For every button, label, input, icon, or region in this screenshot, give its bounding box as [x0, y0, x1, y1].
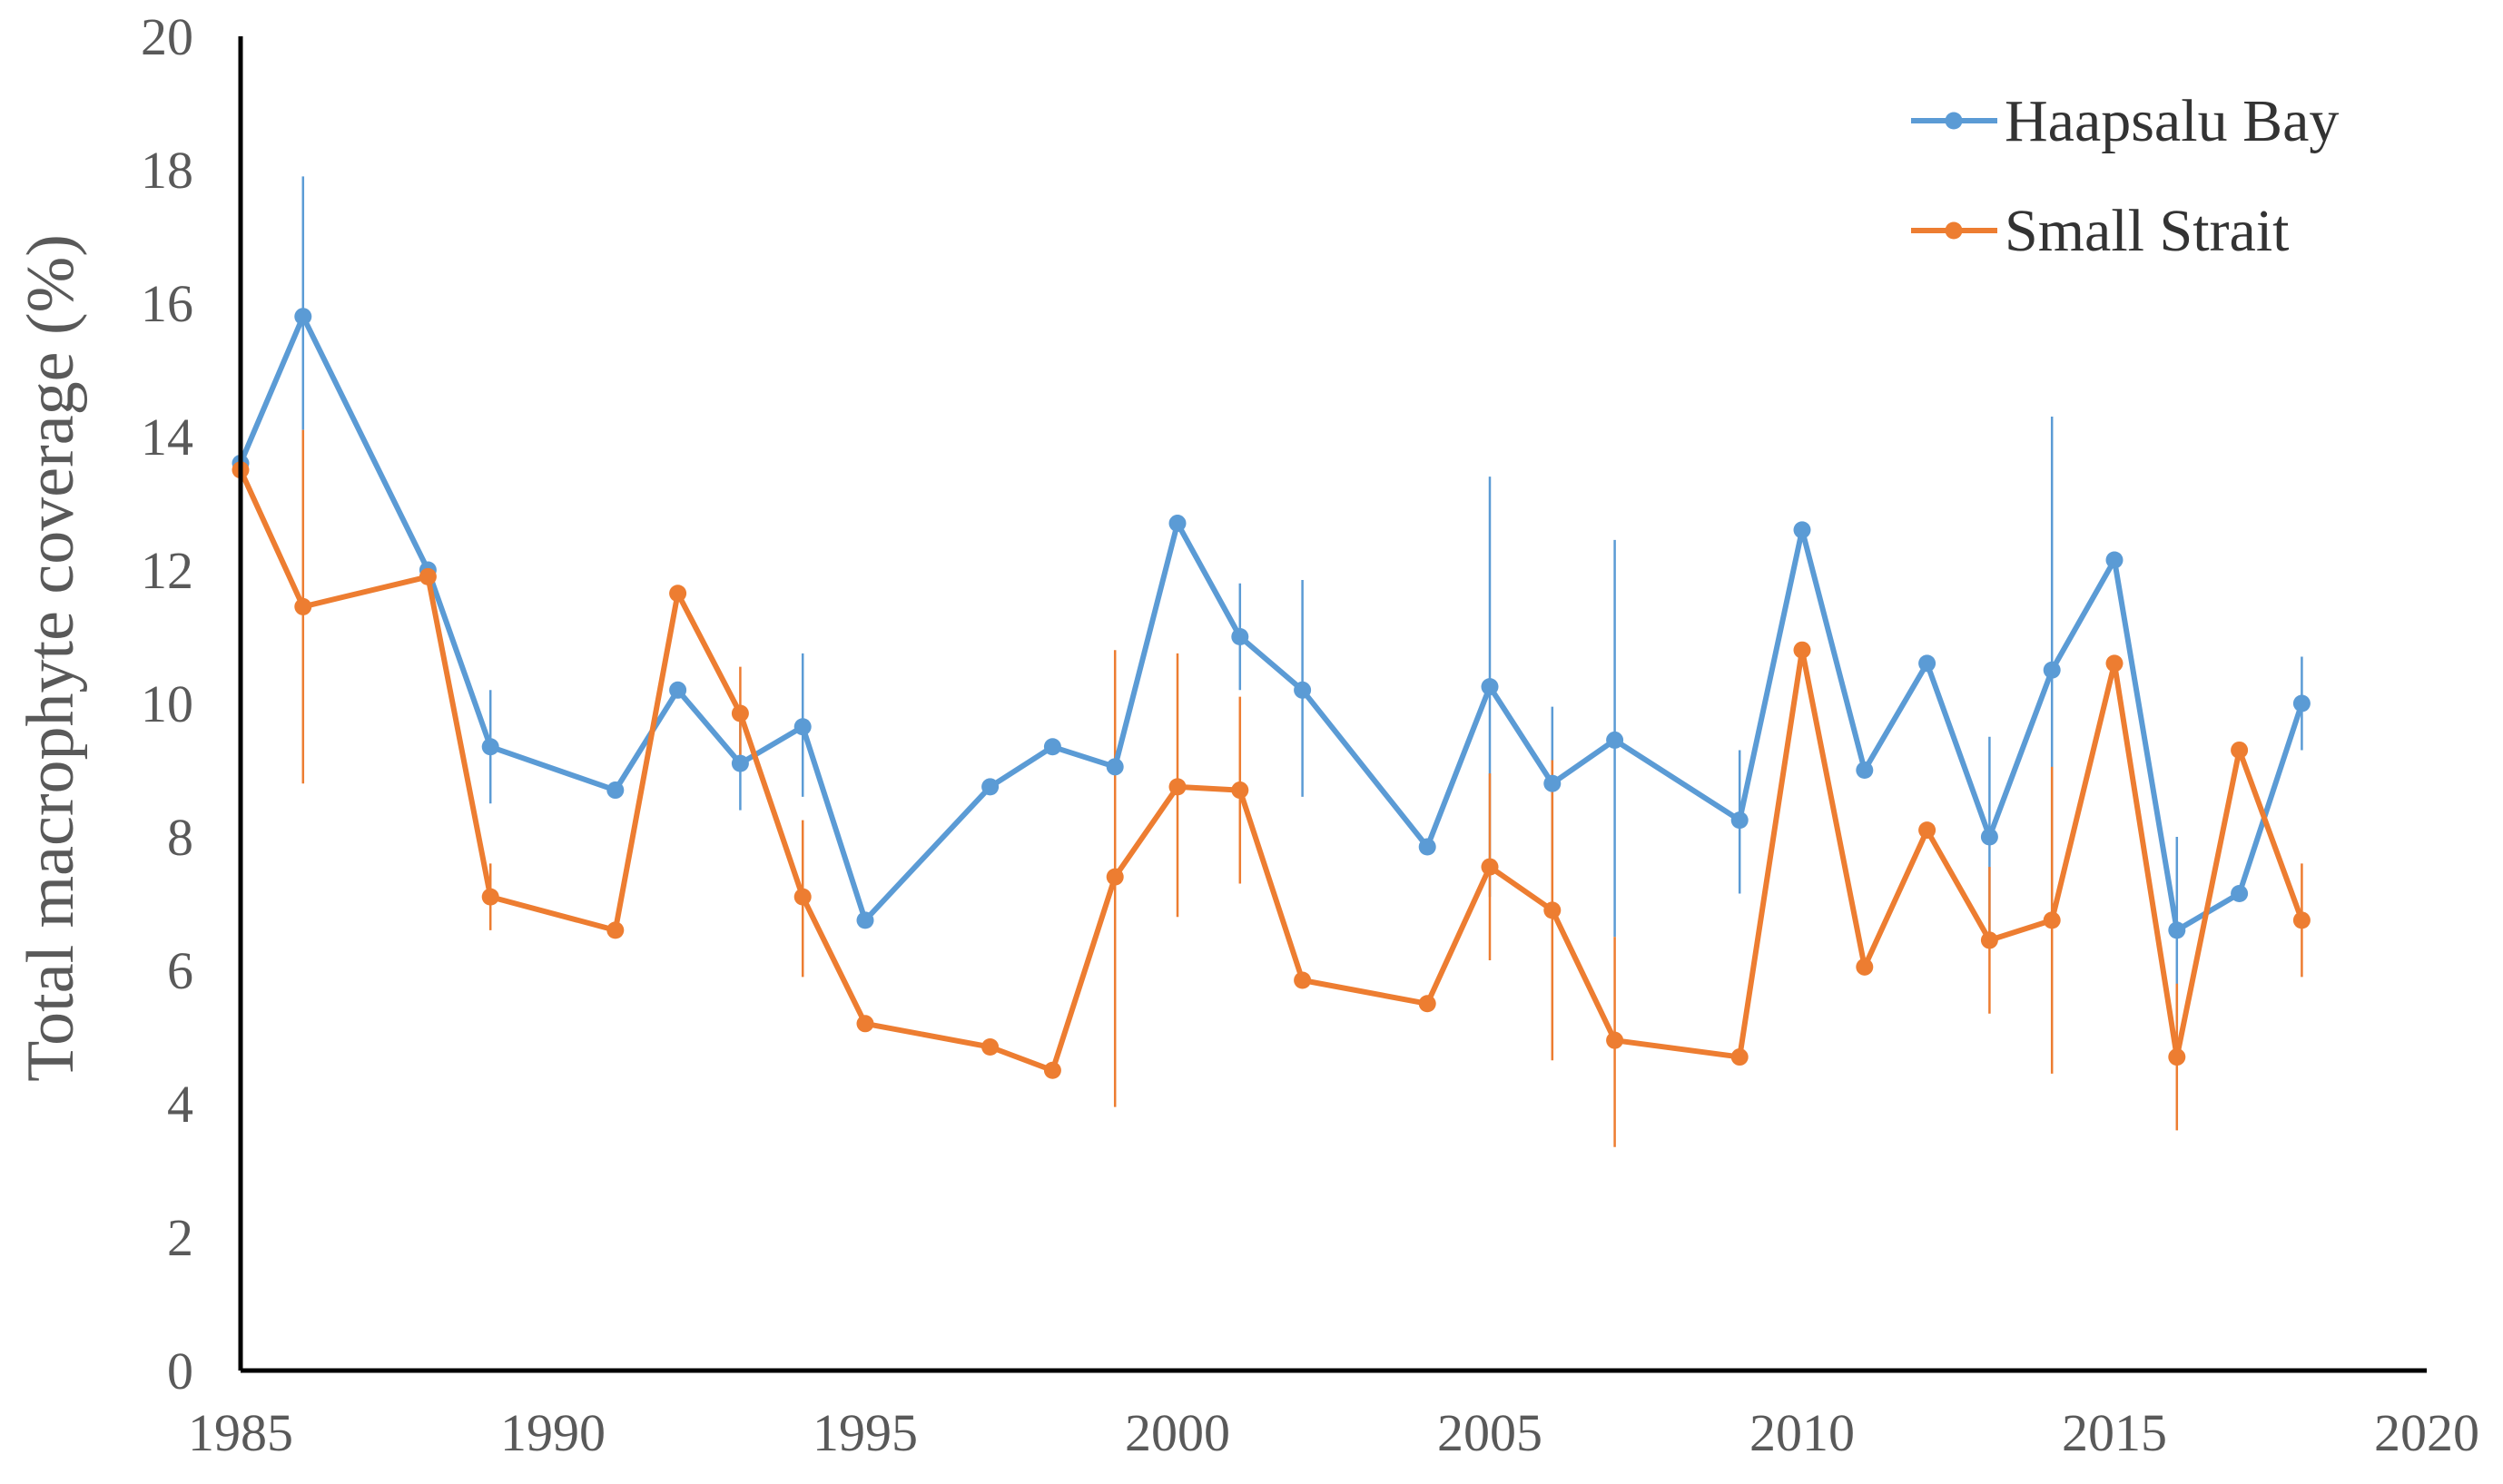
y-tick-label: 20 — [141, 7, 193, 66]
y-tick-label: 10 — [141, 674, 193, 733]
x-tick-label: 2020 — [2374, 1403, 2479, 1462]
haapsalu-bay-point — [1980, 828, 1998, 846]
axes — [238, 36, 2427, 1373]
y-tick-label: 6 — [167, 941, 193, 1000]
x-tick-label: 1990 — [500, 1403, 606, 1462]
small-strait-point — [294, 597, 312, 615]
error-bars — [301, 176, 2303, 1147]
small-strait-legend-label: Small Strait — [2005, 198, 2290, 264]
small-strait-point — [1481, 858, 1499, 876]
haapsalu-bay-point — [294, 308, 312, 326]
haapsalu-bay-point — [1231, 628, 1249, 645]
small-strait-point — [669, 585, 687, 603]
haapsalu-bay-point — [1730, 811, 1749, 830]
small-strait-point — [2043, 911, 2061, 929]
small-strait-point — [1231, 781, 1249, 800]
haapsalu-bay-point — [793, 718, 812, 736]
x-tick-label: 1985 — [188, 1403, 293, 1462]
small-strait-point — [1168, 778, 1187, 796]
small-strait-point — [981, 1038, 1000, 1056]
y-tick-labels: 0 2 4 6 8 10 12 14 16 18 20 — [141, 7, 193, 1400]
x-tick-label: 2010 — [1749, 1403, 1855, 1462]
haapsalu-bay-point — [2168, 921, 2186, 939]
haapsalu-bay-point — [2043, 661, 2061, 679]
haapsalu-bay-point — [1106, 758, 1124, 776]
haapsalu-bay-point — [1481, 678, 1499, 696]
small-strait-point — [2168, 1048, 2186, 1066]
y-tick-label: 4 — [167, 1075, 193, 1134]
y-tick-label: 2 — [167, 1208, 193, 1267]
small-strait-point — [1294, 971, 1312, 989]
small-strait-point — [1980, 931, 1998, 949]
x-tick-label: 2000 — [1125, 1403, 1230, 1462]
x-tick-label: 2005 — [1437, 1403, 1542, 1462]
y-tick-label: 14 — [141, 408, 193, 467]
small-strait-point — [731, 704, 749, 722]
x-tick-label: 1995 — [813, 1403, 918, 1462]
haapsalu-bay-point — [731, 754, 749, 772]
haapsalu-bay-point — [669, 681, 687, 699]
haapsalu-bay-legend-marker — [1945, 112, 1963, 130]
small-strait-point — [1793, 641, 1811, 659]
small-strait-point — [1418, 995, 1436, 1013]
small-strait-point — [481, 888, 499, 906]
haapsalu-bay-point — [1856, 762, 1874, 779]
haapsalu-bay-point — [2292, 694, 2311, 713]
haapsalu-bay-point — [1543, 774, 1562, 792]
haapsalu-bay-point — [1793, 521, 1811, 539]
haapsalu-bay-point — [606, 781, 625, 800]
y-tick-label: 8 — [167, 808, 193, 867]
haapsalu-bay-point — [1418, 838, 1436, 856]
y-tick-label: 12 — [141, 541, 193, 600]
series-points — [232, 308, 2311, 1079]
haapsalu-bay-point — [981, 778, 1000, 796]
series-lines — [238, 313, 2305, 1074]
small-strait-point — [856, 1015, 874, 1033]
y-tick-label: 16 — [141, 274, 193, 333]
legend: Haapsalu Bay Small Strait — [1911, 88, 2339, 264]
small-strait-point — [1856, 958, 1874, 976]
small-strait-point — [1730, 1048, 1749, 1066]
haapsalu-bay-legend-label: Haapsalu Bay — [2005, 88, 2339, 154]
y-tick-label: 0 — [167, 1341, 193, 1400]
small-strait-point — [1043, 1061, 1061, 1079]
x-tick-label: 2015 — [2062, 1403, 2167, 1462]
small-strait-point — [606, 921, 625, 939]
haapsalu-bay-point — [2105, 551, 2124, 569]
small-strait-point — [793, 888, 812, 906]
small-strait-point — [419, 567, 437, 585]
haapsalu-bay-point — [1918, 654, 1936, 673]
small-strait-legend-marker — [1945, 221, 1963, 240]
x-tick-labels: 1985 1990 1995 2000 2005 2010 2015 2020 — [188, 1403, 2479, 1462]
small-strait-point — [1543, 901, 1562, 919]
haapsalu-bay-point — [2231, 884, 2249, 902]
haapsalu-bay-point — [1043, 738, 1061, 756]
small-strait-point — [1106, 868, 1124, 886]
haapsalu-bay-point — [1606, 731, 1624, 749]
small-strait-point — [2292, 911, 2311, 929]
small-strait-point — [1606, 1031, 1624, 1049]
y-tick-label: 18 — [141, 141, 193, 200]
y-axis-title: Total macrophyte coverage (%) — [14, 234, 88, 1082]
haapsalu-bay-point — [1168, 515, 1187, 533]
haapsalu-bay-point — [856, 911, 874, 929]
small-strait-point — [1918, 821, 1936, 840]
haapsalu-bay-point — [481, 738, 499, 756]
haapsalu-bay-point — [1294, 681, 1312, 699]
small-strait-point — [2231, 741, 2249, 759]
small-strait-point — [2105, 654, 2124, 673]
